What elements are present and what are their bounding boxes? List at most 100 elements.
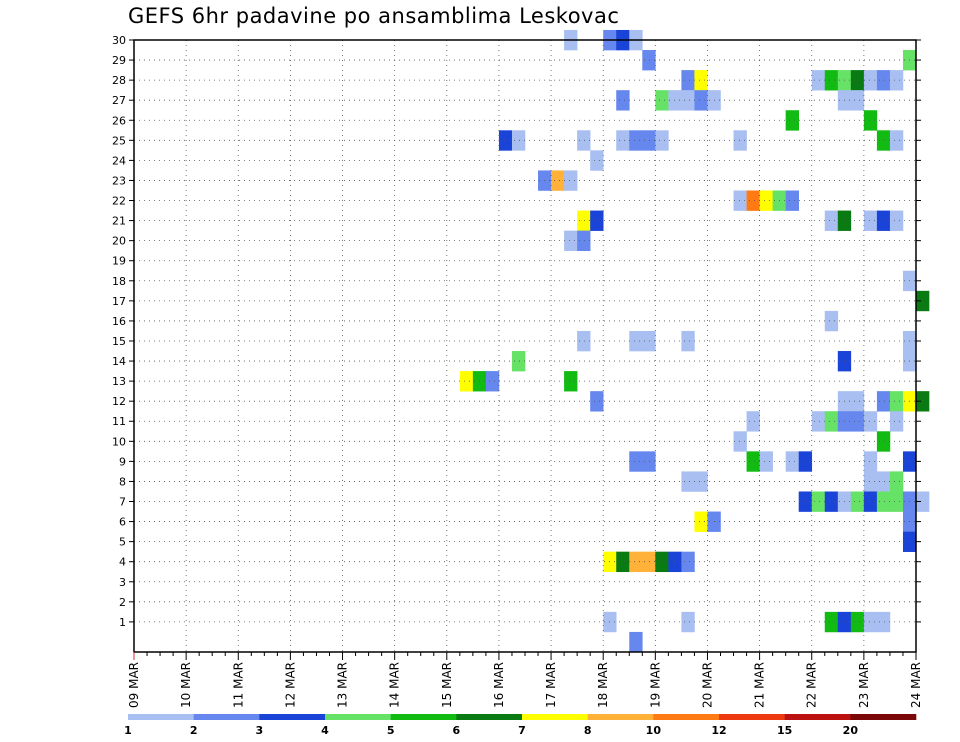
colorbar-swatch xyxy=(784,714,851,720)
colorbar-swatch xyxy=(719,714,785,720)
heatmap-cell xyxy=(642,330,656,352)
heatmap-cell xyxy=(850,491,865,512)
heatmap-cell xyxy=(916,290,930,312)
heatmap-cell xyxy=(694,90,708,111)
y-tick-label: 3 xyxy=(119,576,126,589)
x-tick-label: 22 MAR xyxy=(805,662,819,708)
heatmap-cell xyxy=(863,451,878,472)
heatmap-cell xyxy=(876,70,891,91)
heatmap-cell xyxy=(876,210,891,231)
x-tick-label: 15 MAR xyxy=(440,662,454,708)
heatmap-cell xyxy=(824,411,839,432)
heatmap-cell xyxy=(824,210,839,231)
heatmap-cell xyxy=(824,70,839,91)
heatmap-cell xyxy=(629,551,643,573)
y-tick-label: 2 xyxy=(119,596,126,609)
heatmap-cell xyxy=(876,431,891,452)
heatmap-cell xyxy=(629,631,643,653)
y-tick-label: 19 xyxy=(112,255,126,268)
heatmap-cell xyxy=(863,491,878,512)
colorbar-swatch xyxy=(193,714,260,720)
colorbar-swatch xyxy=(587,714,654,720)
y-tick-label: 28 xyxy=(112,74,126,87)
heatmap-cell xyxy=(811,491,826,512)
heatmap-cell xyxy=(590,150,604,171)
heatmap-cell xyxy=(694,70,708,91)
colorbar-swatch xyxy=(456,714,523,720)
heatmap-cell xyxy=(824,491,839,512)
x-tick-label: 13 MAR xyxy=(336,662,350,708)
heatmap-cell xyxy=(916,391,930,412)
heatmap-cell xyxy=(655,551,669,573)
heatmap-cell xyxy=(889,471,904,492)
y-tick-label: 9 xyxy=(119,455,126,468)
heatmap-cell xyxy=(655,130,669,151)
heatmap-cell xyxy=(863,210,878,231)
colorbar-label: 12 xyxy=(711,724,726,737)
y-tick-label: 15 xyxy=(112,335,126,348)
y-tick-label: 4 xyxy=(119,556,126,569)
heatmap-cell xyxy=(889,210,904,231)
heatmap-cell xyxy=(785,110,799,131)
y-tick-label: 10 xyxy=(112,435,126,448)
heatmap-cell xyxy=(590,391,604,412)
heatmap-cell xyxy=(785,190,799,211)
heatmap-cell xyxy=(850,411,865,432)
heatmap-cell xyxy=(876,491,891,512)
heatmap-cell xyxy=(642,50,656,71)
heatmap-cell xyxy=(798,451,813,472)
heatmap-cell xyxy=(759,190,773,211)
heatmap-cell xyxy=(746,451,760,472)
heatmap-cell xyxy=(850,611,865,633)
x-tick-label: 11 MAR xyxy=(231,662,245,708)
heatmap-cell xyxy=(733,431,747,452)
y-tick-label: 14 xyxy=(112,355,126,368)
heatmap-cell xyxy=(511,130,526,151)
heatmap-cell xyxy=(811,411,826,432)
heatmap-cell xyxy=(616,90,630,111)
y-tick-label: 26 xyxy=(112,114,126,127)
colorbar-swatch xyxy=(850,714,917,720)
colorbar-label: 7 xyxy=(518,724,526,737)
x-tick-label: 16 MAR xyxy=(492,662,506,708)
heatmap-cell xyxy=(863,411,878,432)
x-axis: 09 MAR 10 MAR 11 MAR 12 MAR 13 MAR 14 MAR 15 M… xyxy=(127,652,923,708)
colorbar-label: 6 xyxy=(453,724,461,737)
y-tick-label: 7 xyxy=(119,496,126,509)
y-tick-label: 13 xyxy=(112,375,126,388)
heatmap-cell xyxy=(655,90,669,111)
x-tick-label: 21 MAR xyxy=(753,662,767,708)
heatmap-cell xyxy=(785,451,799,472)
heatmap-cells xyxy=(459,29,930,653)
heatmap-cell xyxy=(889,70,904,91)
heatmap-cell xyxy=(642,451,656,472)
y-tick-label: 21 xyxy=(112,215,126,228)
heatmap-cell xyxy=(876,611,891,633)
x-tick-label: 19 MAR xyxy=(648,662,662,708)
colorbar-label: 2 xyxy=(190,724,198,737)
heatmap-cell xyxy=(642,130,656,151)
colorbar-label: 5 xyxy=(387,724,395,737)
y-tick-label: 27 xyxy=(112,94,126,107)
heatmap-cell xyxy=(590,210,604,231)
heatmap-cell xyxy=(850,90,865,111)
heatmap-cell xyxy=(746,411,760,432)
x-tick-label: 09 MAR xyxy=(127,662,141,708)
heatmap-cell xyxy=(876,471,891,492)
colorbar-swatch xyxy=(259,714,326,720)
y-tick-label: 12 xyxy=(112,395,126,408)
y-tick-label: 29 xyxy=(112,54,126,67)
heatmap-cell xyxy=(681,611,695,633)
heatmap-cell xyxy=(694,511,708,532)
y-tick-label: 20 xyxy=(112,235,126,248)
heatmap-cell xyxy=(577,330,591,352)
colorbar-label: 3 xyxy=(256,724,264,737)
x-tick-label: 12 MAR xyxy=(283,662,297,708)
heatmap-cell xyxy=(616,130,630,151)
colorbar-label: 1 xyxy=(124,724,132,737)
y-tick-label: 24 xyxy=(112,154,126,167)
x-tick-label: 18 MAR xyxy=(596,662,610,708)
colorbar-swatch xyxy=(325,714,391,720)
heatmap-cell xyxy=(850,70,865,91)
